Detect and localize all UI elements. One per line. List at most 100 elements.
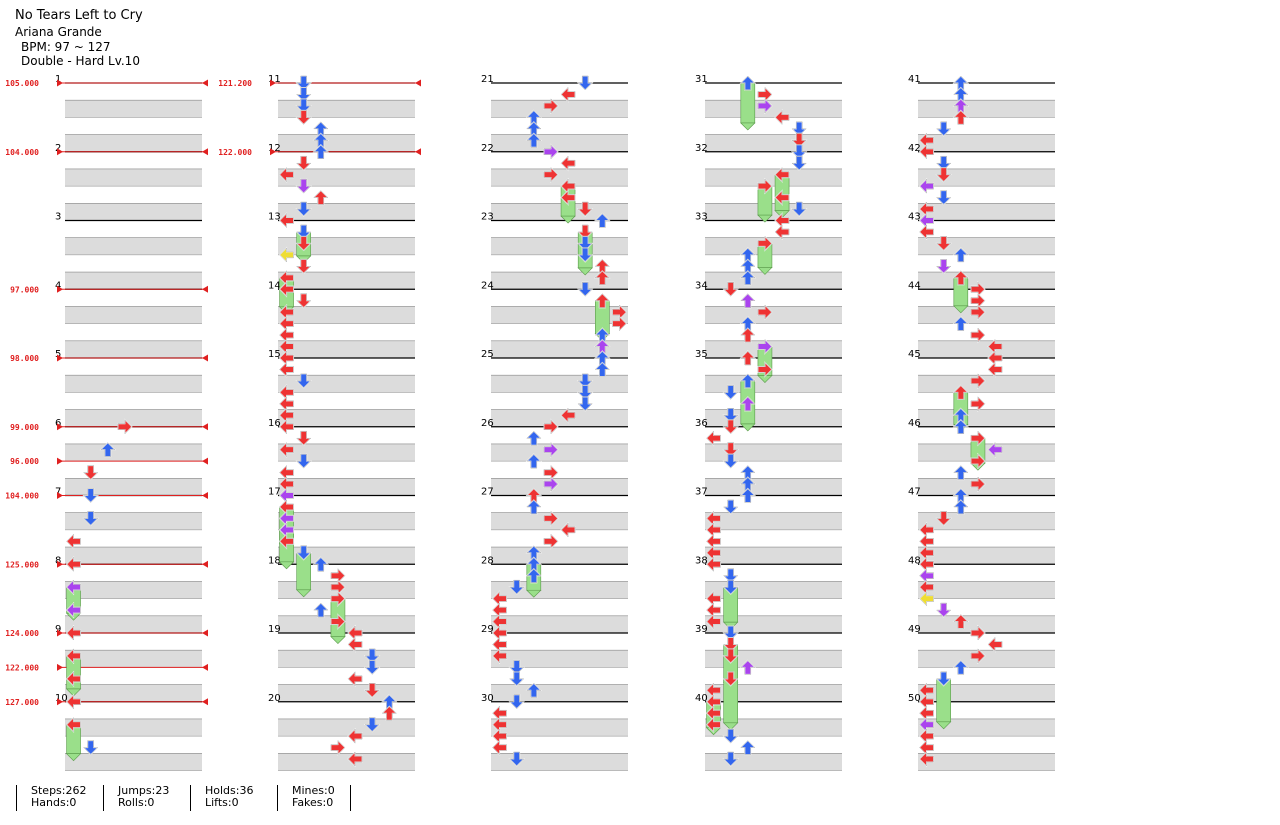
bpm-label: 98.000 xyxy=(10,354,39,363)
arrow-right-icon xyxy=(970,395,986,413)
beat-band xyxy=(65,168,202,187)
arrow-left-icon xyxy=(560,189,576,206)
beat-band xyxy=(705,718,842,737)
arrow-down-icon xyxy=(295,258,312,275)
arrow-up-icon xyxy=(739,293,757,309)
measure-number: 50 xyxy=(908,693,921,704)
beat-band xyxy=(918,718,1055,737)
bpm-marker xyxy=(57,560,63,568)
arrow-right-icon xyxy=(757,177,773,195)
stat-column: Mines:0 Fakes:0 xyxy=(277,785,351,811)
beat-band xyxy=(705,753,842,771)
arrow-down-icon xyxy=(576,384,594,401)
bpm-marker xyxy=(202,698,208,706)
measure-number: 21 xyxy=(481,74,494,85)
arrow-left-icon xyxy=(65,693,82,710)
measure-number: 8 xyxy=(55,555,61,566)
beat-band xyxy=(491,168,628,187)
arrow-down-icon xyxy=(722,442,739,458)
arrow-left-icon xyxy=(705,716,722,733)
arrow-left-icon xyxy=(491,647,508,665)
bpm-marker xyxy=(202,423,208,431)
arrow-down-icon xyxy=(790,201,808,217)
beat-band xyxy=(918,306,1055,324)
arrow-right-icon xyxy=(330,590,346,607)
beat-band xyxy=(491,478,628,496)
arrow-up-icon xyxy=(952,247,970,263)
beat-band xyxy=(491,203,628,221)
bpm-label: 105.000 xyxy=(5,79,39,88)
arrow-down-icon xyxy=(935,121,952,137)
arrow-left-icon xyxy=(705,613,722,630)
measure-number: 38 xyxy=(695,555,708,566)
arrow-left-icon xyxy=(774,109,790,126)
bpm-marker xyxy=(202,560,208,568)
measure-number: 15 xyxy=(268,349,281,360)
beat-band xyxy=(491,512,628,530)
beat-band xyxy=(705,615,842,633)
beat-band xyxy=(278,718,415,737)
arrow-left-icon xyxy=(278,361,295,378)
arrow-left-icon xyxy=(987,636,1003,653)
measure-number: 22 xyxy=(481,143,494,154)
arrow-left-icon xyxy=(278,533,295,550)
arrow-right-icon xyxy=(543,441,559,458)
beat-band xyxy=(918,203,1055,221)
hold-tail xyxy=(953,305,969,314)
beat-band xyxy=(491,306,628,324)
beat-band xyxy=(65,306,202,324)
stat-rolls: Rolls:0 xyxy=(118,796,155,809)
measure-number: 29 xyxy=(481,624,494,635)
measure-number: 39 xyxy=(695,624,708,635)
arrow-left-icon xyxy=(560,86,576,103)
beat-band xyxy=(491,340,628,358)
measure-number: 36 xyxy=(695,418,708,429)
arrow-down-icon xyxy=(295,201,312,217)
measure-number: 1 xyxy=(55,74,61,85)
arrow-right-icon xyxy=(970,430,986,447)
beat-band xyxy=(491,409,628,427)
bpm-marker xyxy=(415,79,421,87)
arrow-left-icon xyxy=(65,601,82,619)
arrow-up-icon xyxy=(312,189,330,206)
measure-number: 26 xyxy=(481,418,494,429)
arrow-up-icon xyxy=(525,430,543,446)
measure-number: 45 xyxy=(908,349,921,360)
beat-band xyxy=(65,203,202,221)
bpm-marker xyxy=(57,79,63,87)
beat-band xyxy=(65,615,202,633)
beat-band xyxy=(278,375,415,393)
measure-number: 41 xyxy=(908,74,921,85)
beat-band xyxy=(705,684,842,702)
arrow-down-icon xyxy=(790,144,808,160)
arrow-right-icon xyxy=(543,533,559,550)
arrow-down-icon xyxy=(295,293,312,309)
arrow-down-icon xyxy=(935,258,952,275)
beat-band xyxy=(705,100,842,118)
arrow-up-icon xyxy=(525,132,543,148)
arrow-down-icon xyxy=(295,75,312,91)
arrow-down-icon xyxy=(576,75,594,91)
beat-band xyxy=(65,134,202,152)
measure-number: 16 xyxy=(268,418,281,429)
stat-fakes: Fakes:0 xyxy=(292,796,334,809)
beat-band xyxy=(705,340,842,358)
beat-band xyxy=(65,684,202,702)
bpm-label: 104.000 xyxy=(5,148,39,157)
arrow-left-icon xyxy=(278,246,295,264)
beat-band xyxy=(705,134,842,152)
arrow-up-icon xyxy=(739,487,757,503)
arrow-down-icon xyxy=(295,155,312,171)
measure-number: 32 xyxy=(695,143,708,154)
measure-number: 46 xyxy=(908,418,921,429)
arrow-up-icon xyxy=(594,293,611,309)
beat-band xyxy=(918,272,1055,290)
measure-number: 2 xyxy=(55,143,61,154)
hold-tail xyxy=(65,753,82,762)
bpm-label: 124.000 xyxy=(5,629,39,638)
stat-jumps: Jumps:23 xyxy=(118,784,170,797)
arrow-left-icon xyxy=(918,143,935,160)
arrow-right-icon xyxy=(757,303,773,321)
arrow-up-icon xyxy=(952,384,970,400)
measure-number: 40 xyxy=(695,693,708,704)
